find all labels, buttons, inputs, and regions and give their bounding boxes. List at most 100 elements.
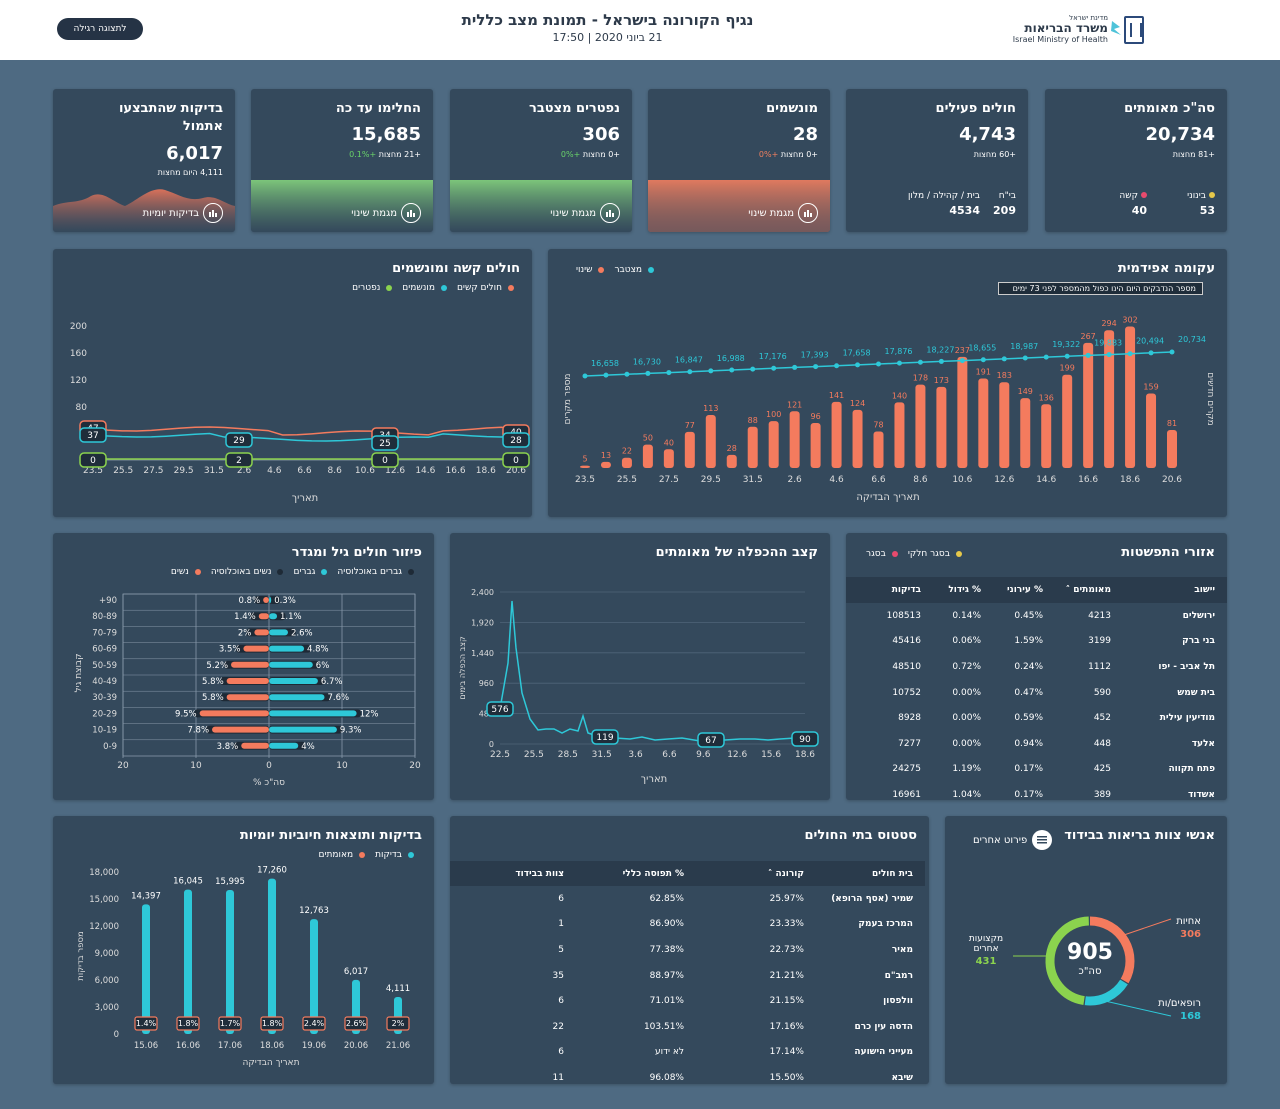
table-cell: 0.06% bbox=[952, 636, 981, 647]
legend-confirmed[interactable]: מאומתים bbox=[319, 850, 366, 860]
kpi-deceased[interactable]: נפטרים מצטבר 306 +0 מחצות +0% מגמת שינוי bbox=[450, 89, 632, 232]
trend-button[interactable]: מגמת שינוי bbox=[550, 203, 620, 223]
table-row[interactable]: המרכז בעמק 23.33% 86.90% 1 bbox=[450, 912, 925, 938]
table-row[interactable]: ירושלים 4213 0.45% 0.14% 108513 bbox=[846, 603, 1227, 629]
daily-tests-button[interactable]: בדיקות יומיות bbox=[143, 203, 223, 223]
legend-cumulative[interactable]: מצטבר bbox=[614, 265, 655, 275]
x-tick: 29.5 bbox=[701, 475, 721, 485]
y-axis-label: מספר בדיקות bbox=[76, 931, 86, 981]
table-row[interactable]: אשדוד 389 0.17% 1.04% 16961 bbox=[846, 782, 1227, 800]
legend-lockdown[interactable]: בסגר bbox=[866, 549, 898, 559]
x-tick: 25.5 bbox=[524, 750, 544, 760]
cumulative-label: 17,176 bbox=[759, 352, 787, 361]
legend-ventilated[interactable]: מונשמים bbox=[402, 283, 447, 293]
table-cell: 11 bbox=[552, 1072, 564, 1083]
header-cell[interactable]: יישוב bbox=[1194, 585, 1215, 595]
point-label: 576 bbox=[491, 705, 508, 715]
tests-legend: בדיקות מאומתים bbox=[319, 850, 414, 860]
legend-tests[interactable]: בדיקות bbox=[375, 850, 414, 860]
point-label-box bbox=[486, 701, 514, 717]
table-row[interactable]: שיבא 15.50% 96.08% 11 bbox=[450, 1065, 925, 1084]
regular-view-button[interactable]: לתצוגה רגילה bbox=[57, 18, 143, 40]
x-tick: 20.6 bbox=[506, 466, 526, 476]
x-tick: 31.5 bbox=[592, 750, 612, 760]
bar-label: 237 bbox=[955, 346, 970, 355]
table-row[interactable]: מאיר 22.73% 77.38% 5 bbox=[450, 937, 925, 963]
table-cell: 71.01% bbox=[649, 996, 684, 1007]
header-cell[interactable]: % גידול bbox=[948, 585, 981, 595]
legend-deceased[interactable]: נפטרים bbox=[352, 283, 393, 293]
legend-women-pop[interactable]: נשים באוכלוסיה bbox=[211, 567, 284, 577]
x-tick: 8.6 bbox=[328, 466, 343, 476]
header-cell[interactable]: קורונה ˄ bbox=[767, 868, 804, 879]
women-label: 3.5% bbox=[219, 645, 241, 655]
bar-label: 140 bbox=[892, 391, 907, 400]
cumulative-point bbox=[750, 366, 756, 372]
header-cell[interactable]: % עירוני bbox=[1006, 585, 1043, 595]
y-tick: 80 bbox=[76, 403, 88, 413]
header-cell[interactable]: % תפוסה כללי bbox=[622, 868, 684, 879]
x-tick: 10.6 bbox=[952, 475, 972, 485]
test-bar bbox=[268, 878, 276, 1034]
table-cell: 1.19% bbox=[952, 764, 981, 775]
legend-severe[interactable]: חולים קשים bbox=[457, 283, 514, 293]
women-bar bbox=[231, 661, 269, 668]
table-row[interactable]: רמב"ם 21.21% 88.97% 35 bbox=[450, 963, 925, 989]
kpi-active[interactable]: חולים פעילים 4,743 +60 מחצות בי"ח 209 בית… bbox=[846, 89, 1028, 232]
women-label: 7.8% bbox=[187, 726, 209, 736]
table-row[interactable]: שמיר (אסף הרופא) 25.97% 62.85% 6 bbox=[450, 886, 925, 912]
table-cell: 103.51% bbox=[643, 1021, 684, 1032]
legend-men[interactable]: גברים bbox=[293, 567, 328, 577]
table-row[interactable]: בית שמש 590 0.47% 0.00% 10752 bbox=[846, 680, 1227, 706]
header-cell[interactable]: בית חולים bbox=[871, 868, 913, 879]
table-cell: 1.04% bbox=[952, 789, 981, 800]
table-cell: 6 bbox=[558, 893, 564, 904]
header-cell[interactable]: בדיקות bbox=[891, 585, 921, 595]
bar-new-cases bbox=[663, 449, 674, 468]
positive-rate-box bbox=[386, 1016, 410, 1031]
header-cell[interactable]: מאומתים ˄ bbox=[1065, 585, 1111, 595]
kpi-title-2: אתמול bbox=[182, 119, 223, 134]
x-tick: 16.6 bbox=[1078, 475, 1098, 485]
age-group-label: 30-39 bbox=[92, 693, 117, 703]
age-group-label: 70-79 bbox=[92, 628, 117, 638]
others-toggle[interactable]: פירוט אחרים bbox=[973, 830, 1053, 850]
trend-button[interactable]: מגמת שינוי bbox=[748, 203, 818, 223]
legend-men-pop[interactable]: גברים באוכלוסיה bbox=[337, 567, 414, 577]
positive-rate-box bbox=[176, 1016, 200, 1031]
nurses-leader bbox=[1120, 918, 1172, 937]
x-tick: 6.6 bbox=[297, 466, 312, 476]
table-cell: הדסה עין כרם bbox=[854, 1021, 913, 1032]
table-row[interactable]: אלעד 448 0.94% 0.00% 7277 bbox=[846, 731, 1227, 757]
age-group-label: 50-59 bbox=[92, 661, 117, 671]
cumulative-point bbox=[792, 364, 798, 370]
kpi-title: נפטרים מצטבר bbox=[529, 101, 620, 116]
legend-women[interactable]: נשים bbox=[171, 567, 201, 577]
ventilated-label: 37 bbox=[87, 431, 98, 441]
men-label: 4.8% bbox=[307, 645, 329, 655]
table-cell: 25.97% bbox=[769, 893, 804, 904]
table-row[interactable]: בני ברק 3199 1.59% 0.06% 45416 bbox=[846, 629, 1227, 655]
bar-new-cases bbox=[873, 431, 884, 468]
table-row[interactable]: הדסה עין כרם 17.16% 103.51% 22 bbox=[450, 1014, 925, 1040]
kpi-tests[interactable]: בדיקות שהתבצעו אתמול 6,017 4,111 היום מח… bbox=[53, 89, 235, 232]
table-row[interactable]: מעייני הישועה 17.14% לא ידוע 6 bbox=[450, 1040, 925, 1066]
table-row[interactable]: מודיעין עילית 452 0.59% 0.00% 8928 bbox=[846, 705, 1227, 731]
kpi-recovered[interactable]: החלימו עד כה 15,685 +21 מחצות +0.1% מגמת… bbox=[251, 89, 433, 232]
kpi-ventilated[interactable]: מונשמים 28 +0 מחצות +0% מגמת שינוי bbox=[648, 89, 830, 232]
table-row[interactable]: וולפסון 21.15% 71.01% 6 bbox=[450, 988, 925, 1014]
legend-partial-lockdown[interactable]: בסגר חלקי bbox=[908, 549, 962, 559]
table-row[interactable]: פתח תקווה 425 0.17% 1.19% 24275 bbox=[846, 757, 1227, 783]
table-cell: 0.00% bbox=[952, 687, 981, 698]
header-cell[interactable]: צוות בבידוד bbox=[515, 868, 564, 879]
bar-new-cases bbox=[1167, 430, 1177, 468]
table-cell: 21.21% bbox=[769, 970, 804, 981]
kpi-confirmed[interactable]: סה"כ מאומתים 20,734 +81 מחצות בינוני 53 ק… bbox=[1045, 89, 1227, 232]
cities-legend: בסגר חלקי בסגר bbox=[866, 549, 962, 559]
doubling-annotation: מספר הנדבקים היום הינו כפול מהמספר לפני … bbox=[997, 282, 1203, 295]
table-row[interactable]: תל אביב - יפו 1112 0.24% 0.72% 48510 bbox=[846, 654, 1227, 680]
table-cell: 48510 bbox=[892, 661, 921, 672]
trend-button[interactable]: מגמת שינוי bbox=[351, 203, 421, 223]
women-label: 1.4% bbox=[234, 612, 256, 622]
legend-change[interactable]: שינוי bbox=[576, 265, 605, 275]
